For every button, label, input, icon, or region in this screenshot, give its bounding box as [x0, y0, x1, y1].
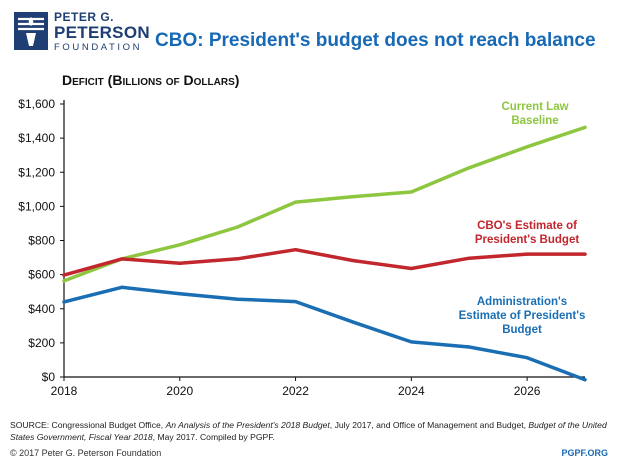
logo-line-2: PETERSON [54, 23, 150, 42]
y-tick-label: $1,000 [18, 199, 55, 213]
series-label: Administration's [477, 296, 567, 308]
y-tick-label: $200 [28, 336, 55, 350]
source-part: , July 2017, and Office of Management an… [329, 420, 529, 430]
data-point [525, 145, 529, 149]
x-tick-label: 2018 [51, 384, 78, 398]
series-label: Budget [502, 324, 542, 336]
y-tick-label: $1,600 [18, 97, 55, 111]
data-point [62, 273, 66, 277]
pgpf-logo: PETER G. PETERSON FOUNDATION [14, 10, 150, 54]
chart-title: CBO: President's budget does not reach b… [155, 30, 596, 51]
data-point [583, 252, 587, 256]
logo-line-3: FOUNDATION [54, 42, 143, 53]
series-line-0 [62, 125, 587, 283]
data-point [236, 297, 240, 301]
x-tick-label: 2024 [398, 384, 425, 398]
data-point [293, 299, 298, 304]
data-point [351, 195, 356, 199]
copyright-text: © 2017 Peter G. Peterson Foundation [10, 448, 162, 458]
data-point [120, 257, 124, 261]
source-part: Budget of the United States Government, … [10, 420, 607, 442]
source-part: , May 2017. Compiled by PGPF. [152, 432, 275, 442]
data-point [178, 292, 182, 296]
data-point [351, 259, 356, 263]
source-part: An Analysis of the President's 2018 Budg… [165, 420, 330, 430]
data-point [293, 248, 298, 252]
data-point [178, 261, 182, 265]
y-tick-label: $1,200 [18, 165, 55, 179]
x-tick-label: 2022 [282, 384, 309, 398]
data-point [120, 285, 124, 289]
torch-flag-icon [14, 12, 48, 50]
y-tick-label: $600 [28, 268, 55, 282]
source-note: SOURCE: Congressional Budget Office, An … [10, 419, 610, 443]
data-point [467, 345, 471, 349]
data-point [236, 257, 240, 261]
data-point [236, 225, 240, 229]
series-label: Estimate of President's [459, 310, 586, 322]
data-point [62, 300, 66, 304]
y-axis-title: Deficit (Billions of Dollars) [62, 72, 240, 88]
data-point [409, 190, 413, 194]
data-point [583, 125, 587, 129]
series-label: CBO's Estimate of [477, 220, 577, 232]
data-point [467, 256, 471, 260]
series-label: Current Law [501, 101, 568, 113]
y-tick-label: $800 [28, 234, 55, 248]
y-tick-label: $0 [42, 370, 56, 384]
series-line-1 [62, 247, 587, 277]
y-tick-label: $400 [28, 302, 55, 316]
data-point [525, 252, 529, 256]
data-point [293, 200, 298, 204]
data-point [467, 166, 471, 170]
x-tick-label: 2026 [514, 384, 541, 398]
data-point [583, 378, 587, 382]
data-point [409, 340, 413, 344]
data-point [62, 279, 66, 283]
series-line-2 [62, 285, 587, 382]
series-label: Baseline [511, 115, 558, 127]
source-part: SOURCE: Congressional Budget Office, [10, 420, 166, 430]
y-tick-label: $1,400 [18, 131, 55, 145]
data-point [409, 266, 413, 271]
data-point [351, 320, 356, 324]
logo-line-1: PETER G. [54, 10, 115, 24]
website-link[interactable]: PGPF.ORG [561, 448, 608, 458]
series-label: President's Budget [475, 234, 580, 246]
data-point [525, 356, 529, 360]
data-point [178, 243, 182, 247]
x-tick-label: 2020 [166, 384, 193, 398]
